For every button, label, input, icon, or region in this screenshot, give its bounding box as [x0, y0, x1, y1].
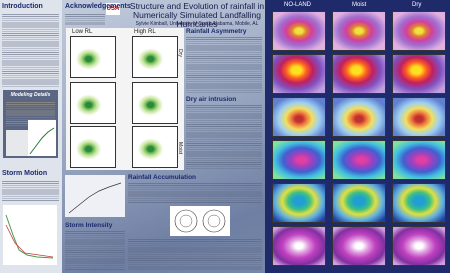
section-title: Storm Intensity	[65, 222, 113, 229]
plot-image	[272, 140, 326, 180]
author: Sylvie Kimball, University of South Alab…	[135, 21, 259, 27]
plot-image	[392, 226, 446, 266]
figure	[28, 120, 56, 156]
text-block	[186, 36, 262, 94]
figure	[3, 205, 57, 265]
plot-image	[332, 97, 386, 137]
text-block	[186, 104, 262, 170]
text-block	[65, 230, 125, 270]
text-block	[2, 13, 59, 87]
logo: USA	[106, 3, 120, 15]
section-title: Rainfall Asymmetry	[186, 28, 247, 35]
text-block	[2, 180, 59, 202]
plot-image	[392, 97, 446, 137]
section-title: Introduction	[2, 3, 43, 10]
section-title: Acknowledgements	[65, 3, 131, 10]
plot-image	[392, 11, 446, 51]
poster-title: Structure and Evolution of rainfall in N…	[129, 1, 265, 29]
plot-image	[272, 97, 326, 137]
line-figure	[68, 182, 122, 214]
col-label: NO-LAND	[284, 2, 312, 8]
plot-image	[392, 54, 446, 94]
section-title: Storm Motion	[2, 170, 48, 177]
col-label: High RL	[134, 29, 156, 35]
col-label: Dry	[412, 2, 422, 8]
swirl-figure	[174, 209, 226, 233]
col-label: Moist	[352, 2, 367, 8]
plot-image	[272, 183, 326, 223]
line-figure	[29, 127, 55, 155]
col-label: Low RL	[72, 29, 93, 35]
plot-image	[132, 36, 178, 78]
plot-image	[272, 11, 326, 51]
plot-image	[70, 36, 116, 78]
plot-image	[392, 183, 446, 223]
plot-image	[272, 54, 326, 94]
plot-image	[332, 226, 386, 266]
section-title: Modeling Details	[10, 92, 51, 98]
plot-image	[332, 54, 386, 94]
plot-image	[70, 126, 116, 168]
section-title: Rainfall Accumulation	[128, 174, 197, 181]
text-block	[128, 182, 262, 204]
plot-image	[392, 140, 446, 180]
plot-image	[272, 226, 326, 266]
plot-image	[132, 82, 178, 124]
plot-image	[332, 140, 386, 180]
figure	[170, 206, 230, 236]
section-title: Dry air intrusion	[186, 96, 237, 103]
plot-image	[332, 11, 386, 51]
plot-image	[132, 126, 178, 168]
figure	[65, 175, 125, 217]
text-block	[65, 13, 105, 25]
plot-image	[70, 82, 116, 124]
plot-image	[332, 183, 386, 223]
line-figure	[5, 214, 54, 259]
text-block	[128, 238, 262, 270]
